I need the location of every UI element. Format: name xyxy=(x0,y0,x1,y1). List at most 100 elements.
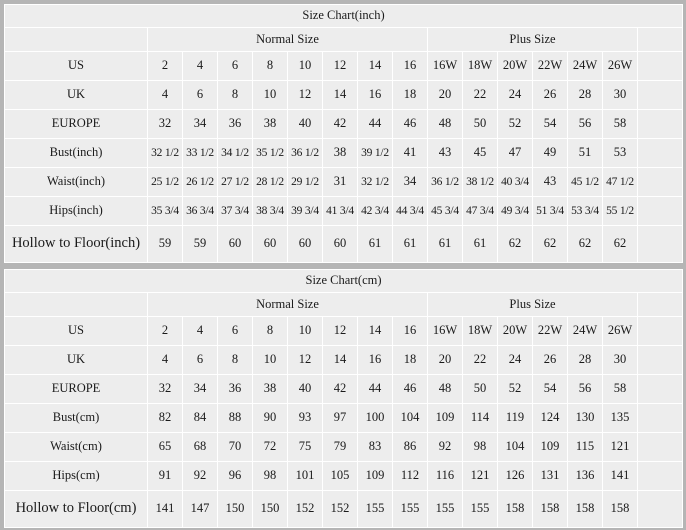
cell-cm-5-11: 131 xyxy=(532,461,568,491)
row-pad-inch-2 xyxy=(636,109,684,139)
cell-cm-0-8: 16W xyxy=(427,316,463,346)
cell-inch-6-1: 59 xyxy=(182,225,218,263)
cell-cm-3-3: 90 xyxy=(252,403,288,433)
row-label-inch-5: Hips(inch) xyxy=(4,196,148,226)
cell-cm-6-9: 155 xyxy=(462,490,498,528)
cell-cm-3-5: 97 xyxy=(322,403,358,433)
cell-cm-3-8: 109 xyxy=(427,403,463,433)
cell-inch-6-6: 61 xyxy=(357,225,393,263)
cell-inch-6-3: 60 xyxy=(252,225,288,263)
row-label-cm-3: Bust(cm) xyxy=(4,403,148,433)
cell-cm-5-5: 105 xyxy=(322,461,358,491)
cell-inch-2-11: 54 xyxy=(532,109,568,139)
cell-cm-3-11: 124 xyxy=(532,403,568,433)
cell-inch-4-7: 34 xyxy=(392,167,428,197)
cell-cm-1-11: 26 xyxy=(532,345,568,375)
cell-inch-3-6: 39 1/2 xyxy=(357,138,393,168)
group-header-row-inch: Normal Size Plus Size xyxy=(4,27,684,52)
cell-inch-2-12: 56 xyxy=(567,109,603,139)
cell-inch-1-10: 24 xyxy=(497,80,533,110)
cell-cm-5-8: 116 xyxy=(427,461,463,491)
cell-inch-5-6: 42 3/4 xyxy=(357,196,393,226)
row-pad-inch-0 xyxy=(636,51,684,81)
cell-cm-4-5: 79 xyxy=(322,432,358,462)
table-row: US 2 4 6 8 10 12 14 16 16W 18W 20W 22W 24W 26W xyxy=(4,51,684,81)
row-label-cm-6: Hollow to Floor(cm) xyxy=(4,490,148,528)
cell-inch-6-2: 60 xyxy=(217,225,253,263)
cell-cm-3-6: 100 xyxy=(357,403,393,433)
cell-inch-0-7: 16 xyxy=(392,51,428,81)
cell-cm-1-6: 16 xyxy=(357,345,393,375)
cell-cm-3-0: 82 xyxy=(147,403,183,433)
cell-cm-4-6: 83 xyxy=(357,432,393,462)
cell-cm-2-12: 56 xyxy=(567,374,603,404)
cell-inch-2-5: 42 xyxy=(322,109,358,139)
cell-inch-0-2: 6 xyxy=(217,51,253,81)
cell-cm-6-1: 147 xyxy=(182,490,218,528)
cell-inch-0-3: 8 xyxy=(252,51,288,81)
cell-cm-6-5: 152 xyxy=(322,490,358,528)
cell-cm-5-12: 136 xyxy=(567,461,603,491)
cell-inch-0-12: 24W xyxy=(567,51,603,81)
cell-inch-2-9: 50 xyxy=(462,109,498,139)
cell-inch-3-2: 34 1/2 xyxy=(217,138,253,168)
row-pad-inch-3 xyxy=(636,138,684,168)
cell-cm-1-8: 20 xyxy=(427,345,463,375)
row-label-cm-2: EUROPE xyxy=(4,374,148,404)
group-header-corner-inch xyxy=(4,27,148,52)
cell-inch-2-6: 44 xyxy=(357,109,393,139)
cell-cm-0-1: 4 xyxy=(182,316,218,346)
cell-cm-2-7: 46 xyxy=(392,374,428,404)
cell-cm-0-12: 24W xyxy=(567,316,603,346)
row-label-inch-0: US xyxy=(4,51,148,81)
cell-inch-2-4: 40 xyxy=(287,109,323,139)
cell-cm-6-8: 155 xyxy=(427,490,463,528)
cell-cm-1-13: 30 xyxy=(602,345,638,375)
table-row: Hollow to Floor(cm) 141 147 150 150 152 152 155… xyxy=(4,490,684,528)
cell-inch-1-9: 22 xyxy=(462,80,498,110)
size-chart-cm-body: Size Chart(cm) Normal Size Plus Size US 2 4 6 8… xyxy=(3,269,684,528)
cell-inch-0-10: 20W xyxy=(497,51,533,81)
cell-inch-6-5: 60 xyxy=(322,225,358,263)
cell-inch-1-5: 14 xyxy=(322,80,358,110)
cell-cm-0-11: 22W xyxy=(532,316,568,346)
cell-cm-4-3: 72 xyxy=(252,432,288,462)
group-header-corner-cm xyxy=(4,292,148,317)
cell-cm-2-4: 40 xyxy=(287,374,323,404)
cell-inch-3-11: 49 xyxy=(532,138,568,168)
cell-cm-5-10: 126 xyxy=(497,461,533,491)
cell-inch-6-8: 61 xyxy=(427,225,463,263)
cell-inch-6-9: 61 xyxy=(462,225,498,263)
cell-inch-4-4: 29 1/2 xyxy=(287,167,323,197)
cell-cm-2-11: 54 xyxy=(532,374,568,404)
cell-inch-6-4: 60 xyxy=(287,225,323,263)
cell-inch-4-3: 28 1/2 xyxy=(252,167,288,197)
cell-cm-5-2: 96 xyxy=(217,461,253,491)
cell-inch-4-8: 36 1/2 xyxy=(427,167,463,197)
group-header-cm-0: Normal Size xyxy=(147,292,428,317)
cell-inch-5-4: 39 3/4 xyxy=(287,196,323,226)
cell-cm-4-13: 121 xyxy=(602,432,638,462)
cell-inch-4-11: 43 xyxy=(532,167,568,197)
group-header-pad-cm xyxy=(636,292,684,317)
cell-cm-0-5: 12 xyxy=(322,316,358,346)
row-label-cm-1: UK xyxy=(4,345,148,375)
row-label-inch-3: Bust(inch) xyxy=(4,138,148,168)
cell-inch-5-12: 53 3/4 xyxy=(567,196,603,226)
group-header-inch-1: Plus Size xyxy=(427,27,638,52)
cell-cm-2-0: 32 xyxy=(147,374,183,404)
cell-cm-6-12: 158 xyxy=(567,490,603,528)
chart-title-row-inch: Size Chart(inch) xyxy=(3,4,684,28)
chart-title-inch: Size Chart(inch) xyxy=(3,4,684,28)
cell-cm-5-9: 121 xyxy=(462,461,498,491)
cell-inch-6-12: 62 xyxy=(567,225,603,263)
cell-inch-0-13: 26W xyxy=(602,51,638,81)
cell-inch-5-3: 38 3/4 xyxy=(252,196,288,226)
cell-inch-3-9: 45 xyxy=(462,138,498,168)
cell-inch-0-11: 22W xyxy=(532,51,568,81)
cell-cm-3-12: 130 xyxy=(567,403,603,433)
cell-inch-5-8: 45 3/4 xyxy=(427,196,463,226)
cell-inch-2-13: 58 xyxy=(602,109,638,139)
row-pad-cm-5 xyxy=(636,461,684,491)
cell-inch-0-0: 2 xyxy=(147,51,183,81)
